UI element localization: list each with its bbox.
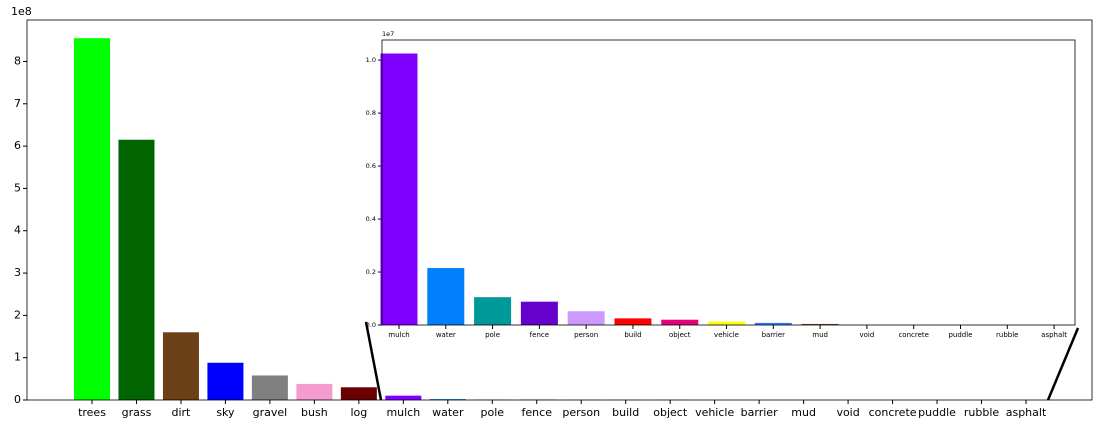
x-tick-label: object bbox=[669, 331, 691, 339]
bar bbox=[207, 362, 244, 400]
bar bbox=[801, 323, 839, 325]
axes-frame bbox=[26, 19, 1093, 401]
x-tick-label: sky bbox=[216, 406, 235, 419]
y-tick-label: 6 bbox=[14, 139, 21, 152]
x-tick-label: asphalt bbox=[1041, 331, 1067, 339]
y-tick-label: 0.2 bbox=[366, 268, 376, 276]
x-tick-label: build bbox=[612, 406, 639, 419]
bar bbox=[567, 311, 605, 325]
axes-frame bbox=[381, 39, 1076, 326]
bar bbox=[296, 383, 333, 400]
y-tick-label: 3 bbox=[14, 266, 21, 279]
x-tick-label: bush bbox=[301, 406, 328, 419]
bar bbox=[74, 38, 110, 401]
x-tick-label: rubble bbox=[964, 406, 1000, 419]
x-tick-label: person bbox=[574, 331, 598, 339]
bar bbox=[429, 399, 466, 400]
offset-label: 1e8 bbox=[11, 5, 32, 18]
zoom-connector bbox=[364, 321, 383, 401]
bar bbox=[118, 139, 155, 400]
bar bbox=[251, 375, 288, 400]
x-tick-label: asphalt bbox=[1006, 406, 1047, 419]
x-tick-label: barrier bbox=[762, 331, 786, 339]
x-tick-label: mud bbox=[812, 331, 828, 339]
bar bbox=[474, 297, 512, 325]
x-tick-label: mulch bbox=[388, 331, 410, 339]
y-tick-label: 0.6 bbox=[366, 162, 376, 170]
bar bbox=[162, 332, 199, 400]
y-tick-label: 0.4 bbox=[366, 215, 376, 223]
y-tick-label: 0 bbox=[14, 393, 21, 406]
x-tick-label: concrete bbox=[898, 331, 929, 339]
x-tick-label: rubble bbox=[996, 331, 1018, 339]
x-tick-label: mud bbox=[791, 406, 816, 419]
bar bbox=[614, 318, 652, 325]
bar bbox=[380, 53, 418, 326]
x-tick-label: water bbox=[432, 406, 464, 419]
bar bbox=[661, 319, 699, 325]
x-tick-label: fence bbox=[530, 331, 549, 339]
x-tick-label: fence bbox=[522, 406, 553, 419]
x-tick-label: puddle bbox=[948, 331, 972, 339]
x-tick-label: gravel bbox=[253, 406, 288, 419]
x-tick-label: pole bbox=[481, 406, 505, 419]
bar bbox=[340, 387, 377, 400]
bar bbox=[520, 301, 558, 325]
y-tick-label: 0.8 bbox=[366, 109, 376, 117]
y-tick-label: 4 bbox=[14, 224, 21, 237]
x-tick-label: water bbox=[436, 331, 456, 339]
x-tick-label: trees bbox=[78, 406, 106, 419]
bar bbox=[427, 268, 465, 325]
y-tick-label: 7 bbox=[14, 97, 21, 110]
y-tick-label: 5 bbox=[14, 181, 21, 194]
y-tick-label: 1 bbox=[14, 351, 21, 364]
x-tick-label: log bbox=[350, 406, 367, 419]
bar bbox=[754, 322, 792, 325]
x-tick-label: person bbox=[562, 406, 600, 419]
x-tick-label: vehicle bbox=[714, 331, 739, 339]
x-tick-label: pole bbox=[485, 331, 500, 339]
y-tick-label: 8 bbox=[14, 54, 21, 67]
inset-background bbox=[382, 40, 1075, 325]
y-tick-label: 0.0 bbox=[366, 321, 376, 329]
x-tick-label: mulch bbox=[386, 406, 420, 419]
bar bbox=[708, 321, 746, 325]
offset-label: 1e7 bbox=[382, 30, 394, 38]
x-tick-label: barrier bbox=[741, 406, 778, 419]
x-tick-label: object bbox=[653, 406, 688, 419]
x-tick-label: void bbox=[836, 406, 859, 419]
bar bbox=[385, 395, 422, 400]
x-tick-label: vehicle bbox=[695, 406, 734, 419]
y-tick-label: 2 bbox=[14, 308, 21, 321]
x-tick-label: void bbox=[859, 331, 874, 339]
x-tick-label: puddle bbox=[918, 406, 956, 419]
zoom-connector bbox=[1046, 327, 1080, 401]
y-tick-label: 1.0 bbox=[366, 56, 376, 64]
x-tick-label: dirt bbox=[172, 406, 192, 419]
x-tick-label: build bbox=[624, 331, 641, 339]
x-tick-label: grass bbox=[122, 406, 152, 419]
x-tick-label: concrete bbox=[869, 406, 917, 419]
